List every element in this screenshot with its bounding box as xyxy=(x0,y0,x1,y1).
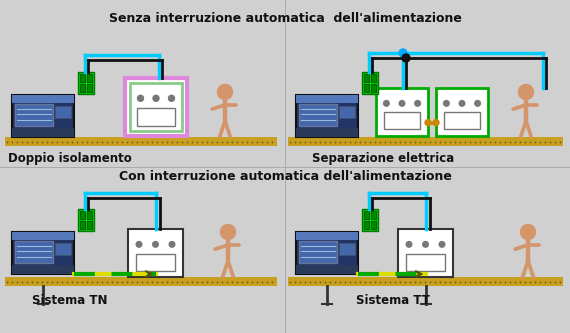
Bar xyxy=(78,72,94,94)
Circle shape xyxy=(433,120,439,126)
Circle shape xyxy=(406,241,412,247)
Bar xyxy=(5,277,277,286)
Bar xyxy=(288,277,563,286)
Bar xyxy=(362,209,378,231)
Bar xyxy=(364,221,369,229)
Bar xyxy=(87,74,92,82)
Bar xyxy=(436,88,488,136)
Circle shape xyxy=(475,101,481,106)
Bar xyxy=(12,128,74,137)
Circle shape xyxy=(153,241,158,247)
Bar xyxy=(296,265,358,274)
Bar xyxy=(80,74,85,82)
Circle shape xyxy=(402,54,410,62)
Bar xyxy=(55,106,71,118)
Bar xyxy=(55,242,71,255)
Text: Doppio isolamento: Doppio isolamento xyxy=(8,152,132,165)
Bar xyxy=(288,137,563,146)
Text: Sistema TN: Sistema TN xyxy=(32,294,108,307)
Bar xyxy=(12,232,74,239)
Circle shape xyxy=(169,241,175,247)
Bar xyxy=(130,83,182,131)
Circle shape xyxy=(439,241,445,247)
Bar xyxy=(406,254,445,271)
Text: Separazione elettrica: Separazione elettrica xyxy=(312,152,454,165)
Bar xyxy=(137,108,174,126)
Bar xyxy=(12,95,74,103)
Circle shape xyxy=(384,101,389,106)
Bar xyxy=(125,78,187,136)
Bar xyxy=(80,84,85,92)
Bar xyxy=(371,221,376,229)
Bar xyxy=(78,209,94,231)
Circle shape xyxy=(520,224,535,239)
Bar xyxy=(12,265,74,274)
Bar xyxy=(136,254,175,271)
Bar xyxy=(296,232,358,239)
Circle shape xyxy=(169,95,174,101)
Bar xyxy=(296,128,358,137)
Circle shape xyxy=(425,120,431,126)
Bar xyxy=(444,112,480,129)
Bar xyxy=(384,112,420,129)
Bar xyxy=(376,88,428,136)
Bar xyxy=(371,211,376,219)
Circle shape xyxy=(136,241,142,247)
Bar xyxy=(15,104,54,126)
Circle shape xyxy=(443,101,449,106)
Bar xyxy=(296,95,358,137)
Bar xyxy=(5,137,277,146)
Circle shape xyxy=(519,85,534,100)
Bar xyxy=(87,84,92,92)
Bar xyxy=(12,232,74,274)
Bar xyxy=(128,229,183,277)
Circle shape xyxy=(399,101,405,106)
Circle shape xyxy=(415,101,421,106)
Bar xyxy=(339,242,355,255)
Bar xyxy=(398,229,453,277)
Bar xyxy=(364,211,369,219)
Text: Con interruzione automatica dell'alimentazione: Con interruzione automatica dell'aliment… xyxy=(119,170,451,183)
Bar xyxy=(364,84,369,92)
Text: Sistema TT: Sistema TT xyxy=(356,294,430,307)
Bar xyxy=(80,211,85,219)
Circle shape xyxy=(153,95,159,101)
Bar xyxy=(371,74,376,82)
Circle shape xyxy=(218,85,233,100)
Bar xyxy=(80,221,85,229)
Bar xyxy=(299,104,337,126)
Bar xyxy=(296,232,358,274)
Bar xyxy=(15,241,54,263)
Bar xyxy=(339,106,355,118)
Bar xyxy=(364,74,369,82)
Bar xyxy=(299,241,337,263)
Bar xyxy=(87,211,92,219)
Text: Senza interruzione automatica  dell'alimentazione: Senza interruzione automatica dell'alime… xyxy=(108,12,462,25)
Bar xyxy=(87,221,92,229)
Bar xyxy=(296,95,358,103)
Bar xyxy=(371,84,376,92)
Circle shape xyxy=(399,49,407,57)
Circle shape xyxy=(459,101,465,106)
Bar xyxy=(362,72,378,94)
Circle shape xyxy=(221,224,235,239)
Circle shape xyxy=(423,241,428,247)
Circle shape xyxy=(137,95,144,101)
Bar xyxy=(12,95,74,137)
